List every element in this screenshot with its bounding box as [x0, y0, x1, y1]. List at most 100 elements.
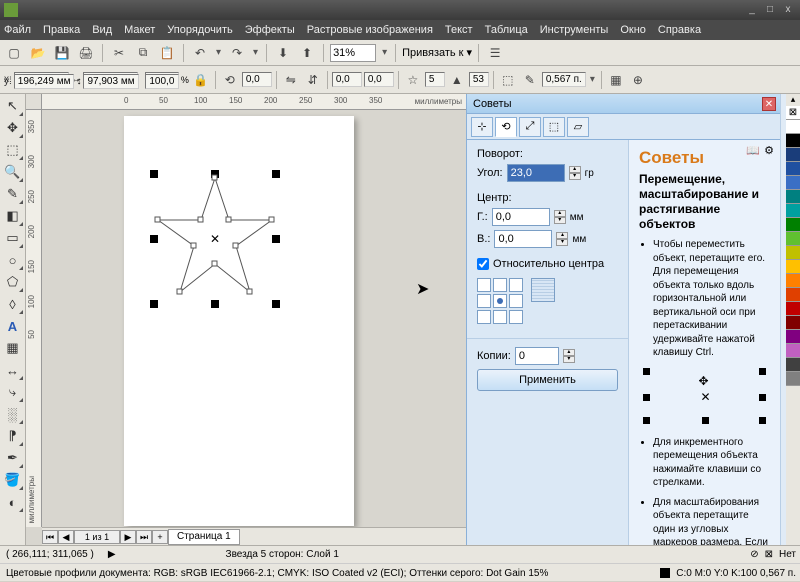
- outline-icon[interactable]: ⬚: [498, 70, 518, 90]
- page-next[interactable]: ▶: [120, 530, 136, 544]
- menu-text[interactable]: Текст: [445, 24, 473, 36]
- export-icon[interactable]: ⬆: [297, 43, 317, 63]
- star-points[interactable]: 5: [425, 72, 445, 87]
- minimize-button[interactable]: _: [744, 3, 760, 17]
- menu-view[interactable]: Вид: [92, 24, 112, 36]
- eyedropper-tool-icon[interactable]: ⁋: [3, 426, 23, 446]
- color-swatch[interactable]: [786, 190, 800, 204]
- pick-tool-icon[interactable]: ↖: [3, 96, 23, 116]
- relative-checkbox[interactable]: [477, 258, 489, 270]
- color-swatch[interactable]: [786, 302, 800, 316]
- mirror-h-icon[interactable]: ⇋: [281, 70, 301, 90]
- angle-input[interactable]: [507, 164, 565, 182]
- page-prev[interactable]: ◀: [58, 530, 74, 544]
- rectangle-tool-icon[interactable]: ▭: [3, 228, 23, 248]
- polygon-tool-icon[interactable]: ⬠: [3, 272, 23, 292]
- no-color-swatch[interactable]: ⊠: [786, 106, 800, 120]
- star-sharp[interactable]: 53: [469, 72, 489, 87]
- color-swatch[interactable]: [786, 372, 800, 386]
- mirror-v-icon[interactable]: ⇵: [303, 70, 323, 90]
- crop-tool-icon[interactable]: ⬚: [3, 140, 23, 160]
- smart-fill-icon[interactable]: ◧: [3, 206, 23, 226]
- rotation[interactable]: 0,0: [242, 72, 272, 87]
- page-last[interactable]: ⏭: [136, 530, 152, 544]
- lock-icon[interactable]: 🔒: [191, 70, 211, 90]
- color-swatch[interactable]: [786, 232, 800, 246]
- interactive-fill-icon[interactable]: ◐: [3, 492, 23, 512]
- color-swatch[interactable]: [786, 358, 800, 372]
- color-swatch[interactable]: [786, 176, 800, 190]
- tab-skew-icon[interactable]: ▱: [567, 117, 589, 137]
- wrap-icon[interactable]: ▦: [606, 70, 626, 90]
- h-value[interactable]: 97,903 мм: [83, 74, 138, 89]
- copies-input[interactable]: [515, 347, 559, 365]
- color-swatch[interactable]: [786, 274, 800, 288]
- save-icon[interactable]: 💾: [52, 43, 72, 63]
- snap-label[interactable]: Привязать к ▾: [402, 46, 472, 59]
- status-next-icon[interactable]: ▶: [108, 549, 116, 560]
- menu-layout[interactable]: Макет: [124, 24, 155, 36]
- page-first[interactable]: ⏮: [42, 530, 58, 544]
- redo-icon[interactable]: ↷: [227, 43, 247, 63]
- canvas-area[interactable]: 0 50 100 150 200 250 300 350 миллиметры …: [26, 94, 466, 545]
- zoom-drop[interactable]: ▾: [380, 47, 389, 58]
- selection[interactable]: ✕: [154, 174, 276, 304]
- dimension-tool-icon[interactable]: ↔: [3, 360, 23, 380]
- apply-button[interactable]: Применить: [477, 369, 618, 391]
- menu-bitmap[interactable]: Растровые изображения: [307, 24, 433, 36]
- ruler-horizontal[interactable]: 0 50 100 150 200 250 300 350 миллиметры: [42, 94, 466, 110]
- menu-tools[interactable]: Инструменты: [540, 24, 609, 36]
- outline-tool-icon[interactable]: ✒: [3, 448, 23, 468]
- skew2[interactable]: 0,0: [364, 72, 394, 87]
- ruler-origin[interactable]: [26, 94, 42, 110]
- color-swatch[interactable]: [786, 260, 800, 274]
- paste-icon[interactable]: 📋: [157, 43, 177, 63]
- freehand-tool-icon[interactable]: ✎: [3, 184, 23, 204]
- color-swatch[interactable]: [786, 246, 800, 260]
- hint-settings-icon[interactable]: ⚙: [764, 144, 774, 157]
- star-shape[interactable]: [154, 174, 276, 304]
- table-tool-icon[interactable]: ▦: [3, 338, 23, 358]
- fill-none-icon[interactable]: ⊘: [750, 549, 758, 560]
- tab-position-icon[interactable]: ⊹: [471, 117, 493, 137]
- y-value[interactable]: 196,249 мм: [14, 74, 75, 89]
- menu-effects[interactable]: Эффекты: [245, 24, 295, 36]
- open-icon[interactable]: 📂: [28, 43, 48, 63]
- outline-width[interactable]: 0,567 п.: [542, 72, 586, 87]
- docker-title[interactable]: Советы ✕: [467, 94, 780, 114]
- text-tool-icon[interactable]: A: [3, 316, 23, 336]
- color-swatch[interactable]: [786, 134, 800, 148]
- menu-arrange[interactable]: Упорядочить: [167, 24, 232, 36]
- center-h-input[interactable]: [492, 208, 550, 226]
- menu-table[interactable]: Таблица: [485, 24, 528, 36]
- menu-window[interactable]: Окно: [620, 24, 646, 36]
- menu-file[interactable]: Файл: [4, 24, 31, 36]
- color-swatch[interactable]: [786, 288, 800, 302]
- menu-edit[interactable]: Правка: [43, 24, 80, 36]
- ruler-vertical[interactable]: 350 300 250 200 150 100 50 миллиметры: [26, 110, 42, 527]
- tab-scale-icon[interactable]: ⤢: [519, 117, 541, 137]
- docker-close-icon[interactable]: ✕: [762, 97, 776, 111]
- zoom-tool-icon[interactable]: 🔍: [3, 162, 23, 182]
- palette-up[interactable]: ▴: [786, 94, 800, 106]
- copy-icon[interactable]: ⧉: [133, 43, 153, 63]
- connector-tool-icon[interactable]: ⤷: [3, 382, 23, 402]
- hint-book-icon[interactable]: 📖: [746, 144, 760, 157]
- fill-tool-icon[interactable]: 🪣: [3, 470, 23, 490]
- shapes-tool-icon[interactable]: ◊: [3, 294, 23, 314]
- page-tab[interactable]: Страница 1: [168, 529, 240, 545]
- import-icon[interactable]: ⬇: [273, 43, 293, 63]
- misc-icon[interactable]: ⊕: [628, 70, 648, 90]
- color-swatch[interactable]: [786, 344, 800, 358]
- print-icon[interactable]: 🖨: [76, 43, 96, 63]
- anchor-grid[interactable]: [477, 278, 523, 324]
- outline-swatch-icon[interactable]: [660, 568, 670, 578]
- color-swatch[interactable]: [786, 120, 800, 134]
- page-add[interactable]: +: [152, 530, 168, 544]
- close-button[interactable]: x: [780, 3, 796, 17]
- color-swatch[interactable]: [786, 316, 800, 330]
- color-swatch[interactable]: [786, 330, 800, 344]
- new-icon[interactable]: ▢: [4, 43, 24, 63]
- skew1[interactable]: 0,0: [332, 72, 362, 87]
- color-swatch[interactable]: [786, 162, 800, 176]
